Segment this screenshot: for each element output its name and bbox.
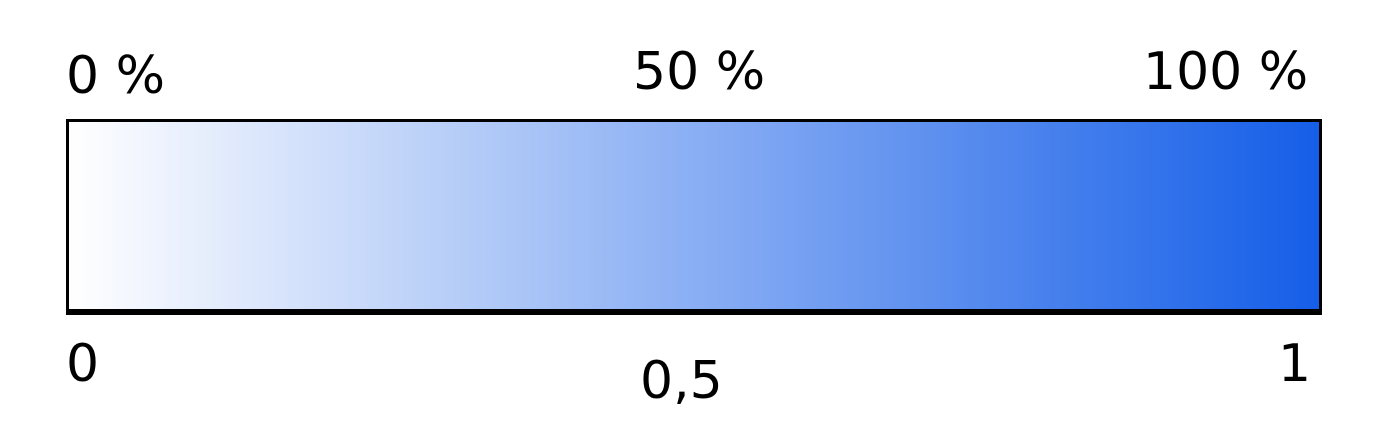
bottom-label-1: 1: [1278, 334, 1312, 394]
top-label-0-percent: 0 %: [66, 46, 166, 106]
top-label-100-percent: 100 %: [1143, 42, 1309, 102]
bottom-label-0: 0: [66, 334, 100, 394]
top-label-50-percent: 50 %: [633, 42, 766, 102]
bottom-label-0-5: 0,5: [640, 351, 723, 411]
gradient-bar: [66, 119, 1322, 315]
